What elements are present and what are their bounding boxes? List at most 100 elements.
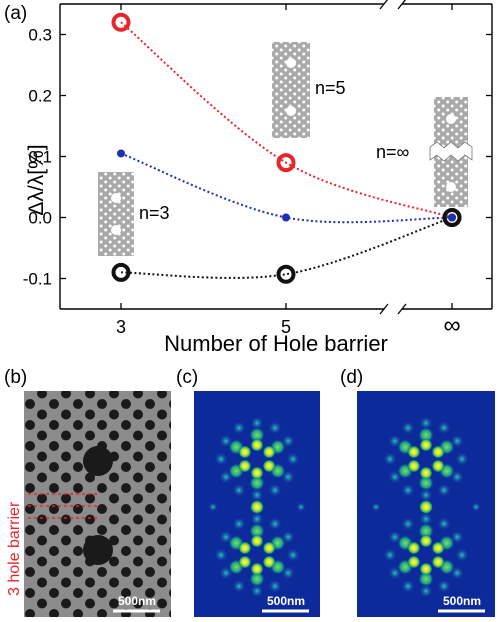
- field-lobe: [250, 416, 264, 430]
- x-axis-label: Number of Hole barrier: [164, 331, 388, 356]
- field-edge: [471, 502, 481, 512]
- data-point: [442, 208, 462, 227]
- field-lobe: [401, 579, 415, 594]
- sem-cavity-top: [83, 446, 113, 476]
- field-lobe: [238, 541, 252, 555]
- field-lobe: [419, 512, 433, 526]
- field-lobe: [418, 427, 434, 443]
- field-lobe: [419, 466, 433, 480]
- field-center: [419, 500, 433, 514]
- barrier-markers: [28, 493, 100, 519]
- x-tick-label: 3: [116, 317, 126, 337]
- field-lobe: [262, 541, 276, 555]
- y-tick-label: 0.2: [28, 87, 52, 106]
- field-core: [249, 547, 265, 563]
- sem-image: 3 hole barrier 500nm: [6, 391, 171, 617]
- field-core: [249, 451, 265, 467]
- axis-break-bottom: [379, 303, 407, 315]
- label-ninf: n=∞: [376, 142, 410, 162]
- field-lobe: [262, 459, 276, 473]
- y-tick-label: 0.3: [28, 26, 52, 45]
- field-lobe: [249, 475, 265, 491]
- field-lobe: [250, 438, 264, 452]
- field-lobe: [262, 445, 276, 459]
- field-lobe: [286, 452, 300, 466]
- field-lobe: [418, 571, 434, 587]
- field-lobe: [419, 534, 433, 548]
- inset-ninf-waveguide: [429, 97, 473, 207]
- field-lobe: [401, 420, 415, 435]
- field-center: [250, 500, 264, 514]
- field-lobe: [407, 445, 421, 459]
- field-lobe: [419, 416, 433, 430]
- field-lobe: [250, 584, 264, 598]
- field-lobe: [232, 579, 246, 594]
- tick-layer: -0.1 0.0 0.1 0.2 0.3 3 5 ∞: [23, 4, 492, 339]
- data-point: [276, 264, 296, 284]
- field-lobe: [250, 488, 264, 502]
- label-n5: n=5: [315, 78, 346, 98]
- field-lobe: [401, 483, 415, 498]
- barrier-label: 3 hole barrier: [6, 501, 23, 596]
- panel-label-c: (c): [176, 367, 198, 388]
- field-map-c: 500nm: [194, 391, 320, 617]
- data-point: [276, 153, 296, 173]
- inset-break-gap: [429, 141, 473, 162]
- field-lobe: [214, 452, 228, 466]
- y-tick-label: -0.1: [23, 270, 52, 289]
- field-lobe: [431, 555, 445, 569]
- sem-cavity-bottom: [83, 535, 113, 565]
- field-lobe: [419, 584, 433, 598]
- field-lobe: [268, 420, 282, 435]
- scalebar-label-c: 500nm: [267, 594, 305, 608]
- data-point: [117, 149, 125, 158]
- field-lobe: [249, 523, 265, 539]
- field-lobe: [250, 466, 264, 480]
- field-lobe: [383, 548, 397, 562]
- field-lobe: [419, 562, 433, 576]
- field-lobe: [431, 445, 445, 459]
- data-point: [282, 213, 290, 222]
- y-tick-label: 0.1: [28, 148, 52, 167]
- field-lobe: [407, 555, 421, 569]
- field-lobe: [419, 488, 433, 502]
- field-map-d: 500nm: [357, 391, 495, 617]
- field-lobe: [250, 562, 264, 576]
- field-edge: [371, 502, 381, 512]
- field-lobe: [250, 512, 264, 526]
- field-lobe: [418, 475, 434, 491]
- field-edge: [296, 502, 306, 512]
- field-lobe: [249, 571, 265, 587]
- field-core: [418, 547, 434, 563]
- field-lobe: [232, 516, 246, 531]
- marker-layer: [111, 12, 462, 284]
- panel-label-a: (a): [4, 3, 27, 24]
- scalebar-label-b: 500nm: [118, 594, 156, 608]
- field-lobe: [437, 579, 451, 594]
- field-lobe: [268, 483, 282, 498]
- inset-n5-waveguide: [272, 42, 310, 138]
- field-lobe: [407, 541, 421, 555]
- field-lobe: [238, 555, 252, 569]
- panel-label-d: (d): [340, 367, 363, 388]
- field-lobe: [214, 548, 228, 562]
- field-lobe: [286, 548, 300, 562]
- field-lobe: [407, 459, 421, 473]
- y-tick-label: 0.0: [28, 209, 52, 228]
- field-lobe: [383, 452, 397, 466]
- field-lobe: [437, 516, 451, 531]
- field-lobe: [401, 516, 415, 531]
- panel-label-b: (b): [4, 367, 27, 388]
- label-n3: n=3: [139, 203, 170, 223]
- field-lobe: [262, 555, 276, 569]
- series-curve: [120, 21, 453, 219]
- field-lobe: [455, 452, 469, 466]
- field-lobe: [418, 523, 434, 539]
- x-tick-label: ∞: [443, 312, 460, 339]
- data-point: [111, 262, 131, 282]
- field-core: [418, 451, 434, 467]
- field-lobe: [455, 548, 469, 562]
- field-lobe: [238, 445, 252, 459]
- field-lobe: [250, 534, 264, 548]
